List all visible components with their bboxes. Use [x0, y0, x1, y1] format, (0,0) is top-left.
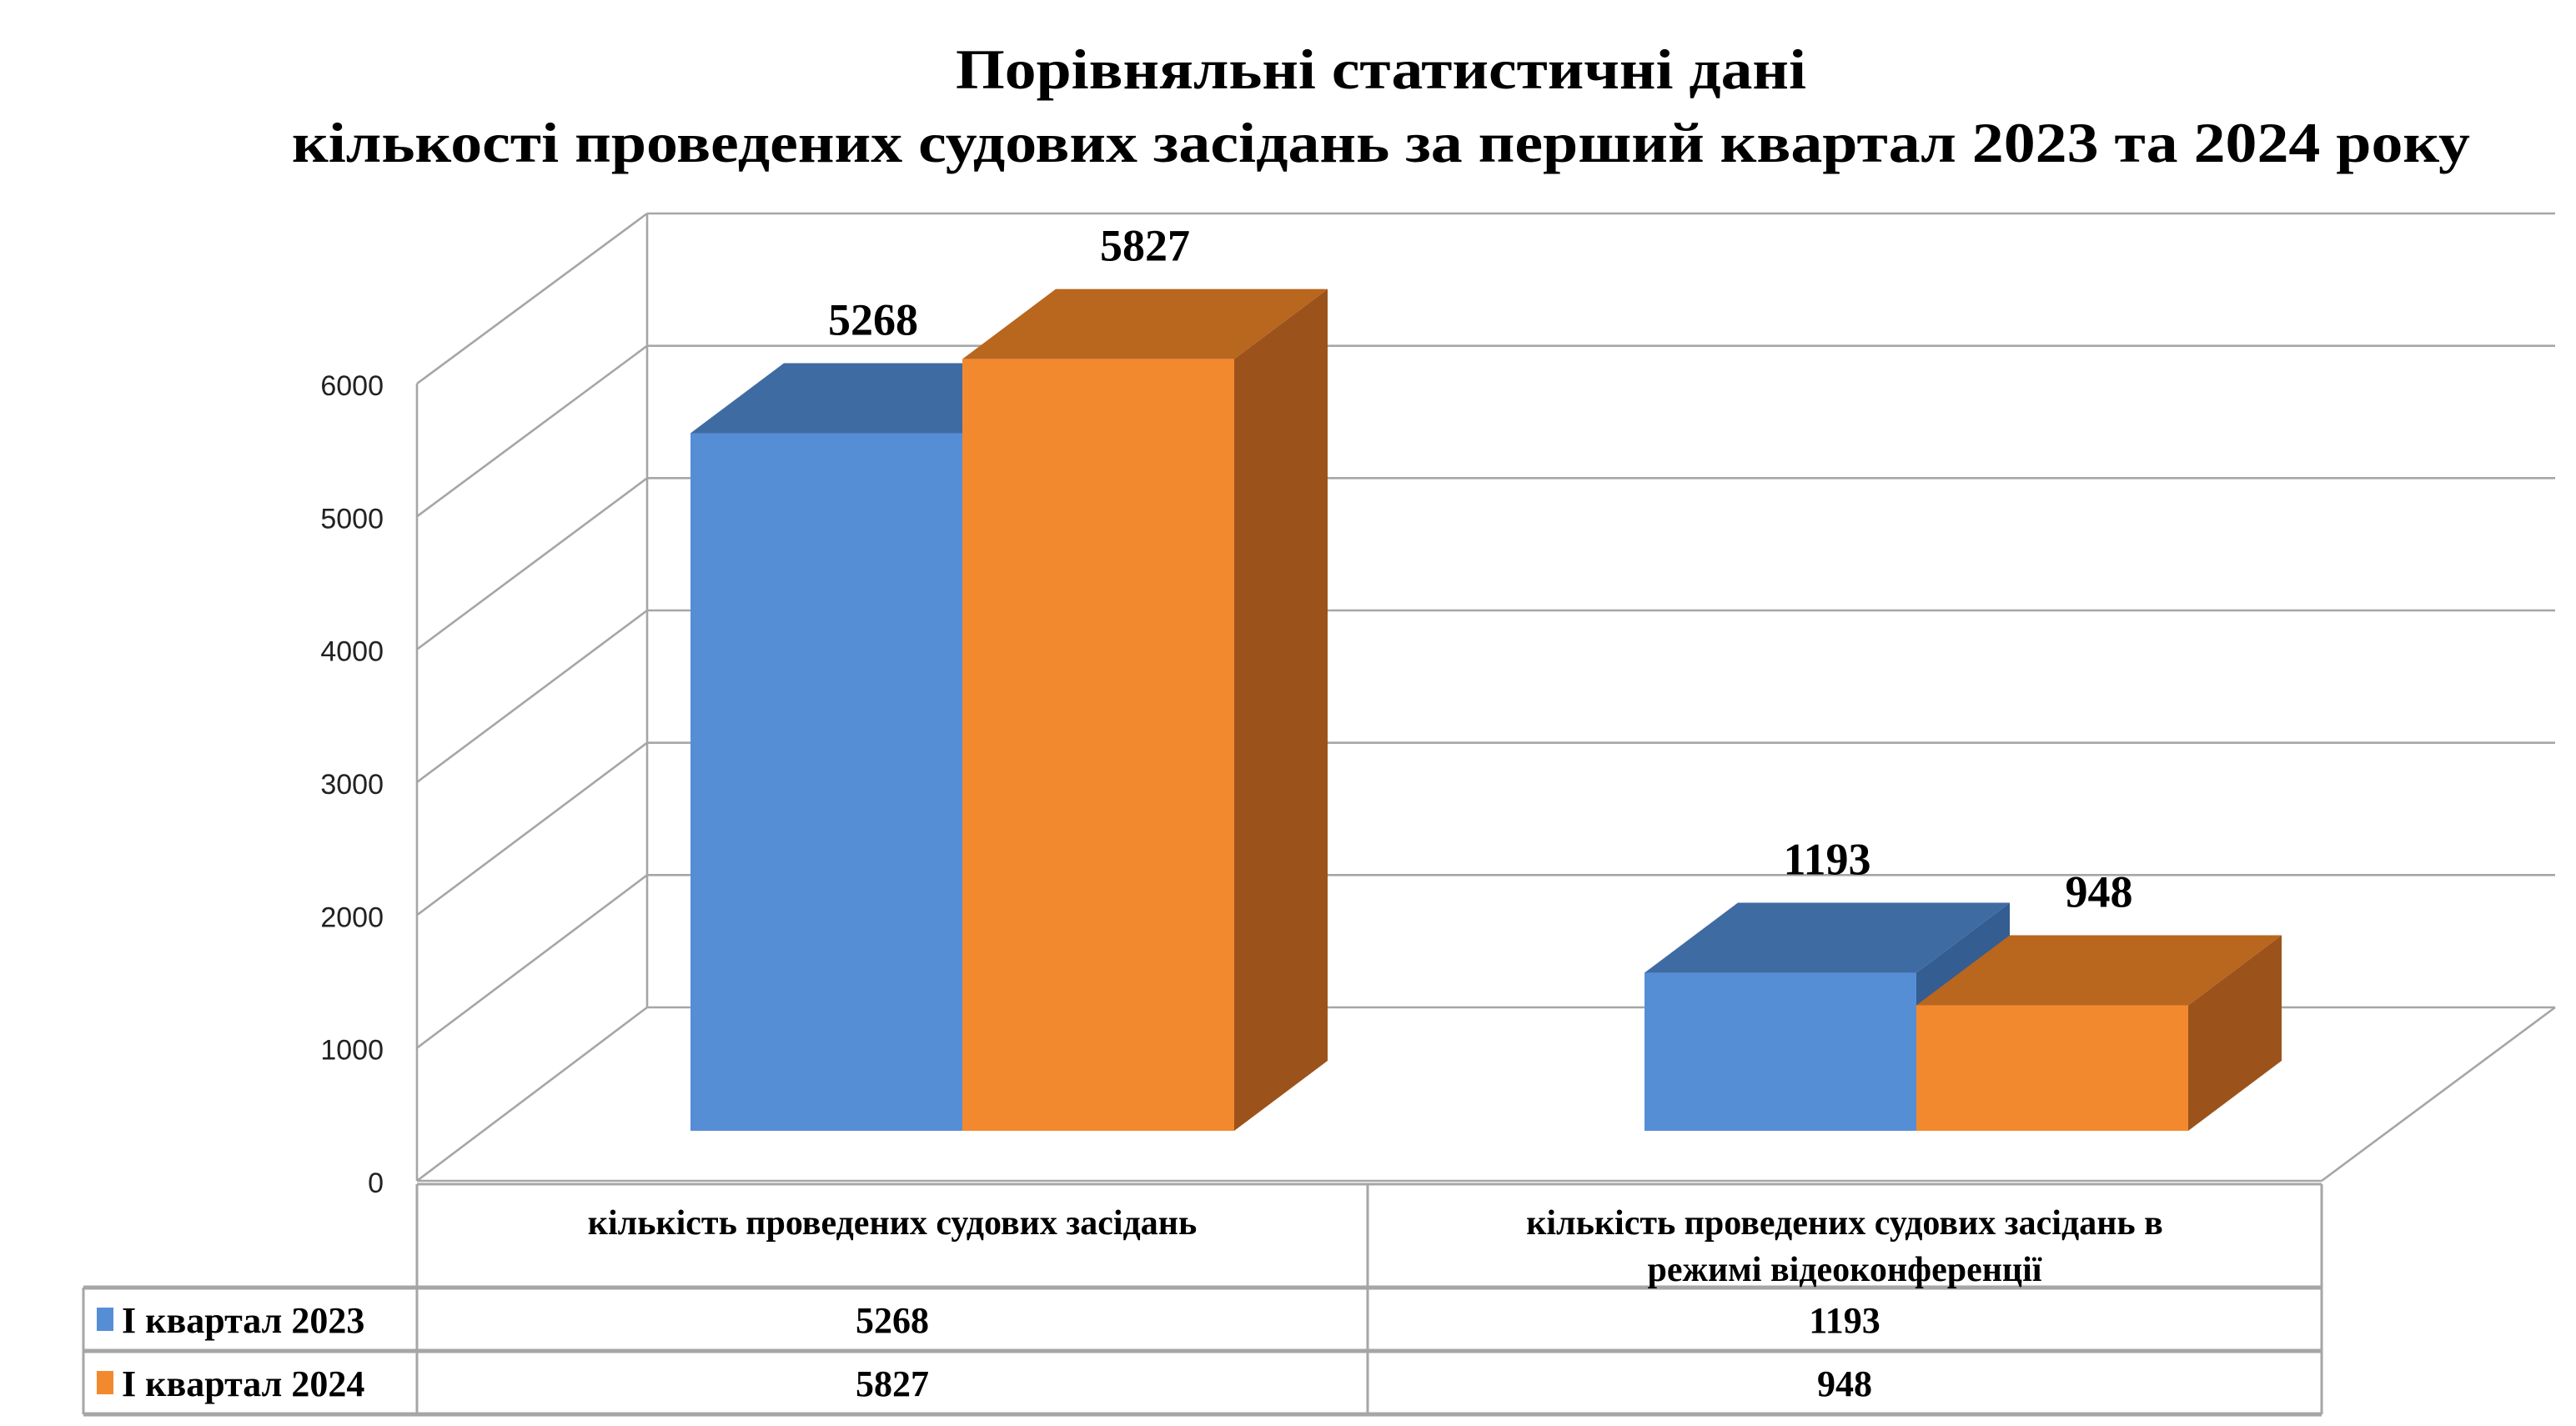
chart-title-line-2: кількості проведених судових засідань за…	[292, 111, 2470, 174]
y-tick-label: 1000	[320, 1035, 384, 1067]
data-label: 948	[2066, 866, 2133, 916]
data-label: 5268	[828, 294, 918, 344]
bar-front	[1916, 1005, 2188, 1131]
y-tick-label: 0	[368, 1167, 384, 1199]
series-name: І квартал 2023	[122, 1300, 364, 1341]
legend-key	[97, 1371, 113, 1394]
gridline-side	[416, 609, 648, 784]
table-cell: 5827	[856, 1363, 929, 1404]
y-axis-labels: 0 1000 2000 3000 4000 5000 6000	[320, 370, 384, 1199]
bar-top	[1916, 935, 2282, 1006]
category-header: кількість проведених судових засідань в	[1526, 1204, 2163, 1243]
y-tick-label: 2000	[320, 901, 384, 933]
y-tick-label: 5000	[320, 503, 384, 535]
table-cell: 948	[1817, 1363, 1872, 1404]
bar-front	[690, 433, 962, 1131]
floor-left-edge	[416, 1006, 648, 1182]
data-label: 1193	[1783, 835, 1870, 885]
floor-right-edge	[2321, 1006, 2556, 1182]
bar-top	[962, 289, 1328, 359]
legend-key	[97, 1308, 113, 1331]
gridline-side	[416, 477, 648, 650]
table-cell: 5268	[856, 1300, 929, 1341]
gridline-side	[416, 212, 648, 385]
y-tick-label: 3000	[320, 769, 384, 801]
category-header: кількість проведених судових засідань	[588, 1204, 1197, 1243]
bar	[1916, 935, 2282, 1131]
data-table: кількість проведених судових засідань кіл…	[82, 1182, 2323, 1417]
y-tick-label: 6000	[320, 370, 384, 402]
bars	[690, 289, 2282, 1132]
chart-title: Порівняльні статистичні дані кількості п…	[292, 38, 2470, 174]
gridline-side	[416, 344, 648, 518]
gridline-side	[416, 874, 648, 1049]
bar-front	[1645, 972, 1916, 1131]
bar-side	[1234, 289, 1328, 1132]
bar-front	[962, 359, 1234, 1132]
series-name: І квартал 2024	[122, 1363, 364, 1404]
gridlines	[415, 212, 2556, 1182]
data-labels: 5268 5827 1193 948	[828, 221, 2133, 917]
y-tick-label: 4000	[320, 636, 384, 668]
category-header: режимі відеоконференції	[1648, 1251, 2042, 1289]
data-label: 5827	[1100, 221, 1190, 271]
table-cell: 1193	[1809, 1300, 1881, 1341]
chart-title-line-1: Порівняльні статистичні дані	[956, 38, 1806, 101]
bar-side	[2188, 935, 2282, 1131]
gridline-side	[416, 741, 648, 916]
bar-top	[1645, 902, 2010, 973]
bar	[962, 289, 1328, 1132]
